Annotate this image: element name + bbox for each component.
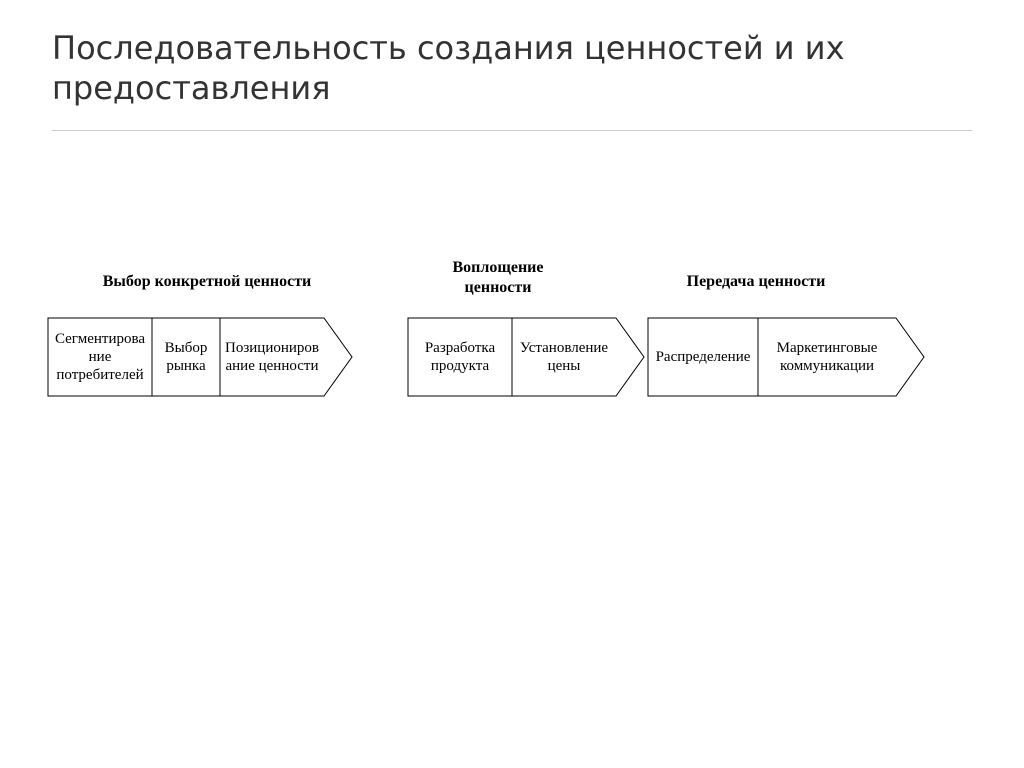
chevron-cell: Позиционирование ценности	[224, 322, 320, 392]
chevron-cell: Установление цены	[516, 322, 612, 392]
chevron-cell: Выбор рынка	[156, 322, 216, 392]
chevron-cell: Разработка продукта	[412, 322, 508, 392]
group-header: Воплощение ценности	[438, 258, 558, 298]
chevron-cell: Распределение	[652, 322, 754, 392]
group-header: Передача ценности	[666, 272, 846, 292]
chevron-cell: Сегментирование потребителей	[52, 322, 148, 392]
value-chain-diagram: Выбор конкретной ценности Сегментирование…	[0, 0, 1024, 768]
group-header: Выбор конкретной ценности	[72, 272, 342, 292]
chevron-cell: Маркетинговые коммуникации	[762, 322, 892, 392]
